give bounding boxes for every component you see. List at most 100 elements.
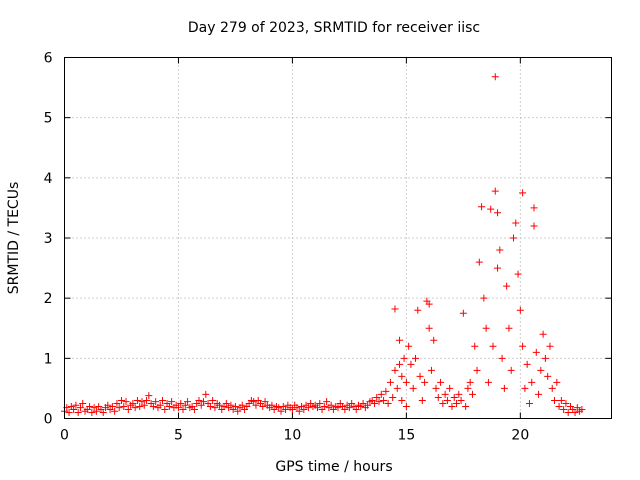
data-point bbox=[288, 405, 296, 413]
axis-ticks: 0 5 10 15 20 0 1 2 3 4 5 6 bbox=[44, 51, 612, 444]
data-point bbox=[548, 384, 556, 392]
data-point bbox=[122, 398, 130, 406]
data-point bbox=[418, 396, 426, 404]
data-point bbox=[487, 205, 495, 213]
data-point bbox=[537, 366, 545, 374]
data-point bbox=[391, 305, 399, 313]
data-point bbox=[211, 404, 219, 412]
data-point bbox=[427, 366, 435, 374]
data-point bbox=[455, 390, 463, 398]
data-point bbox=[484, 378, 492, 386]
data-point bbox=[159, 396, 167, 404]
data-point bbox=[156, 401, 164, 409]
data-point bbox=[443, 396, 451, 404]
data-point bbox=[129, 399, 137, 407]
data-point bbox=[181, 401, 189, 409]
data-point bbox=[70, 405, 78, 413]
data-point bbox=[500, 384, 508, 392]
data-point bbox=[414, 306, 422, 314]
data-point bbox=[261, 398, 269, 406]
data-point bbox=[530, 204, 538, 212]
data-point bbox=[557, 396, 565, 404]
data-point bbox=[416, 372, 424, 380]
data-point bbox=[86, 402, 94, 410]
data-point bbox=[88, 408, 96, 416]
data-point bbox=[200, 398, 208, 406]
data-point bbox=[327, 401, 335, 409]
data-point bbox=[528, 378, 536, 386]
data-point bbox=[282, 405, 290, 413]
y-tick-label: 2 bbox=[44, 291, 53, 307]
data-point bbox=[464, 384, 472, 392]
data-point bbox=[65, 408, 73, 416]
data-point bbox=[124, 405, 132, 413]
data-point bbox=[519, 342, 527, 350]
data-point bbox=[250, 398, 258, 406]
data-point bbox=[468, 390, 476, 398]
data-point bbox=[425, 324, 433, 332]
data-point bbox=[471, 342, 479, 350]
data-point bbox=[152, 398, 160, 406]
data-point bbox=[400, 354, 408, 362]
data-point bbox=[215, 401, 223, 409]
data-point bbox=[544, 372, 552, 380]
data-point bbox=[238, 401, 246, 409]
data-point bbox=[489, 342, 497, 350]
x-tick-label: 10 bbox=[284, 428, 302, 444]
data-point bbox=[375, 398, 383, 406]
data-point bbox=[448, 402, 456, 410]
data-point bbox=[430, 336, 438, 344]
data-point bbox=[509, 234, 517, 242]
data-point bbox=[551, 396, 559, 404]
data-point bbox=[165, 402, 173, 410]
data-point bbox=[398, 396, 406, 404]
data-point bbox=[206, 402, 214, 410]
data-point bbox=[539, 330, 547, 338]
data-point bbox=[473, 366, 481, 374]
data-point bbox=[391, 366, 399, 374]
data-point bbox=[92, 407, 100, 415]
y-tick-label: 1 bbox=[44, 351, 53, 367]
data-point bbox=[323, 398, 331, 406]
data-point bbox=[99, 408, 107, 416]
data-point bbox=[384, 399, 392, 407]
x-tick-label: 15 bbox=[397, 428, 415, 444]
data-point bbox=[195, 396, 203, 404]
data-point bbox=[293, 404, 301, 412]
data-point bbox=[482, 324, 490, 332]
data-point bbox=[421, 378, 429, 386]
data-point bbox=[295, 407, 303, 415]
data-point bbox=[439, 399, 447, 407]
data-point bbox=[446, 384, 454, 392]
data-point bbox=[494, 264, 502, 272]
data-point bbox=[541, 354, 549, 362]
data-point bbox=[316, 399, 324, 407]
data-point bbox=[252, 401, 260, 409]
data-point bbox=[373, 393, 381, 401]
data-point bbox=[370, 399, 378, 407]
y-tick-label: 0 bbox=[44, 412, 53, 428]
data-point bbox=[432, 384, 440, 392]
y-tick-label: 6 bbox=[44, 51, 53, 67]
data-point bbox=[480, 294, 488, 302]
data-point bbox=[405, 342, 413, 350]
data-point bbox=[177, 399, 185, 407]
data-point bbox=[120, 402, 128, 410]
y-axis-label: SRMTID / TECUs bbox=[6, 182, 22, 295]
data-point bbox=[345, 404, 353, 412]
data-point bbox=[505, 324, 513, 332]
data-point bbox=[136, 402, 144, 410]
data-point bbox=[546, 342, 554, 350]
data-point bbox=[573, 404, 581, 412]
data-point bbox=[140, 401, 148, 409]
data-point bbox=[519, 189, 527, 197]
data-point bbox=[352, 405, 360, 413]
data-point bbox=[202, 390, 210, 398]
data-point bbox=[145, 392, 153, 400]
y-tick-label: 4 bbox=[44, 171, 53, 187]
data-point bbox=[564, 408, 572, 416]
data-point bbox=[393, 384, 401, 392]
data-point bbox=[478, 203, 486, 211]
data-point bbox=[450, 393, 458, 401]
data-point bbox=[234, 407, 242, 415]
